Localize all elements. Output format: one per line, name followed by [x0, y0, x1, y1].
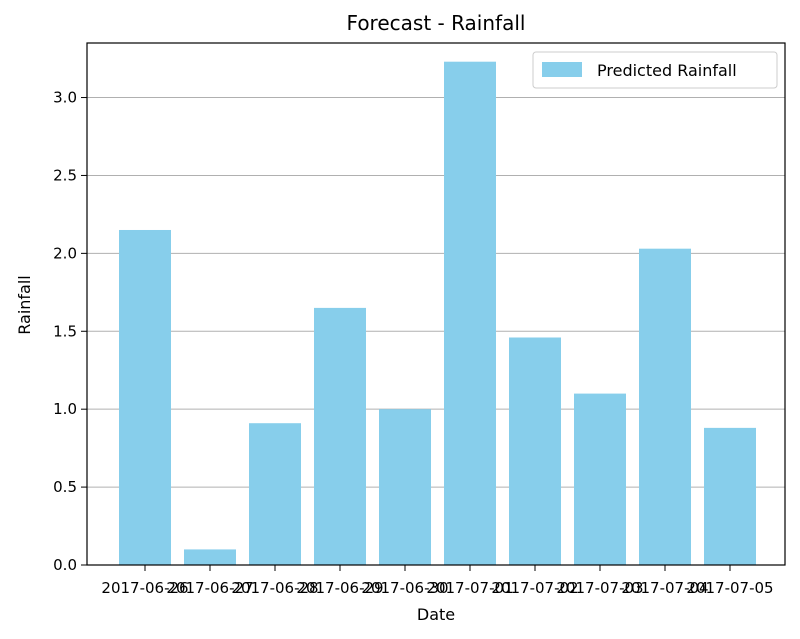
x-axis-label: Date	[417, 605, 455, 624]
legend: Predicted Rainfall	[532, 51, 778, 89]
legend-box	[532, 51, 778, 89]
bar	[639, 248, 691, 565]
x-tick-label: 2017-07-01	[426, 579, 513, 597]
y-tick-label: 3.0	[53, 89, 77, 107]
legend-swatch	[542, 62, 582, 77]
x-tick-label: 2017-07-02	[491, 579, 578, 597]
bar	[444, 61, 496, 565]
y-tick-label: 2.5	[53, 166, 77, 184]
y-tick-label: 0.0	[53, 556, 77, 574]
grid-lines	[87, 97, 785, 488]
y-axis-label: Rainfall	[15, 275, 34, 334]
x-tick-label: 2017-06-28	[231, 579, 318, 597]
bar	[704, 427, 756, 565]
x-tick-label: 2017-07-05	[686, 579, 773, 597]
x-tick-label: 2017-06-30	[361, 579, 448, 597]
bar	[379, 409, 431, 565]
x-tick-label: 2017-06-27	[166, 579, 253, 597]
y-tick-label: 1.0	[53, 400, 77, 418]
legend-label: Predicted Rainfall	[597, 61, 737, 80]
plot-frame	[86, 42, 786, 566]
bar	[249, 423, 301, 565]
y-axis-ticks: 0.0 0.5 1.0 1.5 2.0 2.5 3.0	[53, 89, 87, 574]
bar	[574, 393, 626, 565]
y-tick-label: 1.5	[53, 322, 77, 340]
x-tick-label: 2017-07-03	[556, 579, 643, 597]
bar	[184, 549, 236, 565]
bar	[314, 307, 366, 565]
bar	[119, 229, 171, 565]
x-axis-ticks: 2017-06-262017-06-272017-06-282017-06-29…	[101, 565, 774, 597]
x-tick-label: 2017-07-04	[621, 579, 708, 597]
x-tick-label: 2017-06-29	[296, 579, 383, 597]
y-tick-label: 2.0	[53, 244, 77, 262]
bar	[509, 337, 561, 565]
x-tick-label: 2017-06-26	[101, 579, 188, 597]
chart-title: Forecast - Rainfall	[347, 11, 526, 35]
bars	[119, 61, 756, 565]
y-tick-label: 0.5	[53, 478, 77, 496]
